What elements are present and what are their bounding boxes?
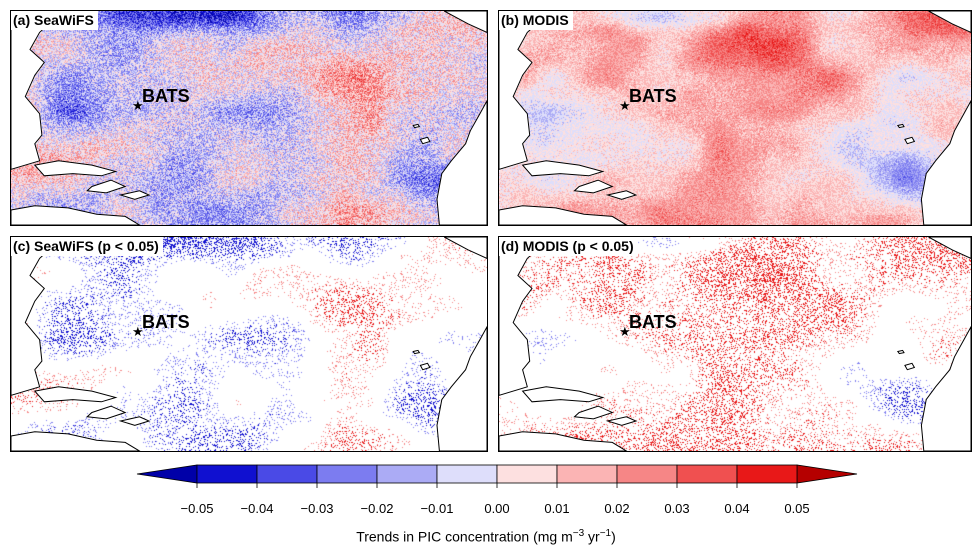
land-shape bbox=[11, 11, 65, 170]
coastline-outline bbox=[11, 237, 487, 451]
colorbar-title: Trends in PIC concentration (mg m−3 yr−1… bbox=[356, 528, 616, 545]
bats-site-label: BATS bbox=[629, 86, 677, 106]
land-shape bbox=[928, 11, 971, 33]
panel-label: (d) MODIS (p < 0.05) bbox=[499, 237, 638, 256]
land-shape bbox=[499, 11, 552, 170]
colorbar-bin bbox=[376, 464, 438, 484]
bats-star-icon: ★ bbox=[132, 324, 144, 339]
colorbar-tick-label: −0.02 bbox=[360, 501, 394, 516]
colorbar-tick-label: −0.03 bbox=[300, 501, 334, 516]
land-shape bbox=[436, 325, 487, 451]
land-shape bbox=[419, 136, 431, 145]
land-shape bbox=[896, 123, 905, 129]
coastline-outline bbox=[499, 237, 971, 451]
land-shape bbox=[436, 99, 487, 225]
bats-site-label: BATS bbox=[629, 312, 677, 332]
land-shape bbox=[443, 11, 487, 33]
colorbar-extend-low bbox=[136, 464, 198, 484]
land-shape bbox=[86, 179, 127, 194]
colorbar-extend-high bbox=[796, 464, 858, 484]
bats-star-icon: ★ bbox=[619, 98, 631, 113]
colorbar-tick-label: 0.02 bbox=[604, 501, 630, 516]
colorbar-tick-label: −0.05 bbox=[180, 501, 214, 516]
colorbar-tick-label: 0.01 bbox=[544, 501, 570, 516]
land-shape bbox=[605, 190, 638, 200]
land-shape bbox=[573, 405, 614, 420]
land-shape bbox=[920, 325, 971, 451]
colorbar-bin bbox=[436, 464, 498, 484]
land-shape bbox=[521, 160, 605, 177]
panel-label: (a) SeaWiFS bbox=[11, 11, 98, 30]
colorbar-bin bbox=[676, 464, 738, 484]
land-shape bbox=[904, 362, 916, 371]
land-shape bbox=[11, 205, 141, 225]
bats-star-icon: ★ bbox=[619, 324, 631, 339]
panel-label: (c) SeaWiFS (p < 0.05) bbox=[11, 237, 163, 256]
map-panel-seawifs: (a) SeaWiFS ★ BATS bbox=[10, 10, 488, 226]
colorbar-bin bbox=[616, 464, 678, 484]
land-shape bbox=[86, 405, 127, 420]
land-shape bbox=[605, 416, 638, 426]
colorbar-tick-label: 0.03 bbox=[664, 501, 690, 516]
land-shape bbox=[11, 431, 141, 451]
map-panel-modis: (b) MODIS ★ BATS bbox=[498, 10, 972, 226]
land-shape bbox=[118, 190, 151, 200]
land-shape bbox=[11, 237, 65, 396]
colorbar-bin bbox=[256, 464, 318, 484]
colorbar-tick-label: 0.00 bbox=[484, 501, 510, 516]
land-shape bbox=[920, 99, 971, 225]
bats-site-label: BATS bbox=[142, 312, 190, 332]
map-panel-seawifs-significant: (c) SeaWiFS (p < 0.05) ★ BATS bbox=[10, 236, 488, 452]
colorbar-bin bbox=[196, 464, 258, 484]
land-shape bbox=[33, 386, 118, 403]
land-shape bbox=[521, 386, 605, 403]
land-shape bbox=[896, 349, 905, 355]
colorbar-tick-label: 0.05 bbox=[784, 501, 810, 516]
map-panel-modis-significant: (d) MODIS (p < 0.05) ★ BATS bbox=[498, 236, 972, 452]
colorbar-tick-label: 0.04 bbox=[724, 501, 750, 516]
land-shape bbox=[573, 179, 614, 194]
land-shape bbox=[499, 237, 552, 396]
land-shape bbox=[33, 160, 118, 177]
colorbar-tick-label: −0.04 bbox=[240, 501, 274, 516]
land-shape bbox=[904, 136, 916, 145]
coastline-outline bbox=[11, 11, 487, 225]
colorbar-bin bbox=[496, 464, 558, 484]
land-shape bbox=[499, 431, 628, 451]
land-shape bbox=[412, 349, 421, 355]
bats-site-label: BATS bbox=[142, 86, 190, 106]
land-shape bbox=[499, 205, 628, 225]
colorbar-bin bbox=[556, 464, 618, 484]
bats-star-icon: ★ bbox=[132, 98, 144, 113]
colorbar-tick-label: −0.01 bbox=[420, 501, 454, 516]
colorbar bbox=[136, 464, 858, 488]
panel-label: (b) MODIS bbox=[499, 11, 573, 30]
land-shape bbox=[928, 237, 971, 259]
land-shape bbox=[419, 362, 431, 371]
land-shape bbox=[412, 123, 421, 129]
colorbar-bin bbox=[316, 464, 378, 484]
coastline-outline bbox=[499, 11, 971, 225]
land-shape bbox=[118, 416, 151, 426]
land-shape bbox=[443, 237, 487, 259]
colorbar-bin bbox=[736, 464, 798, 484]
